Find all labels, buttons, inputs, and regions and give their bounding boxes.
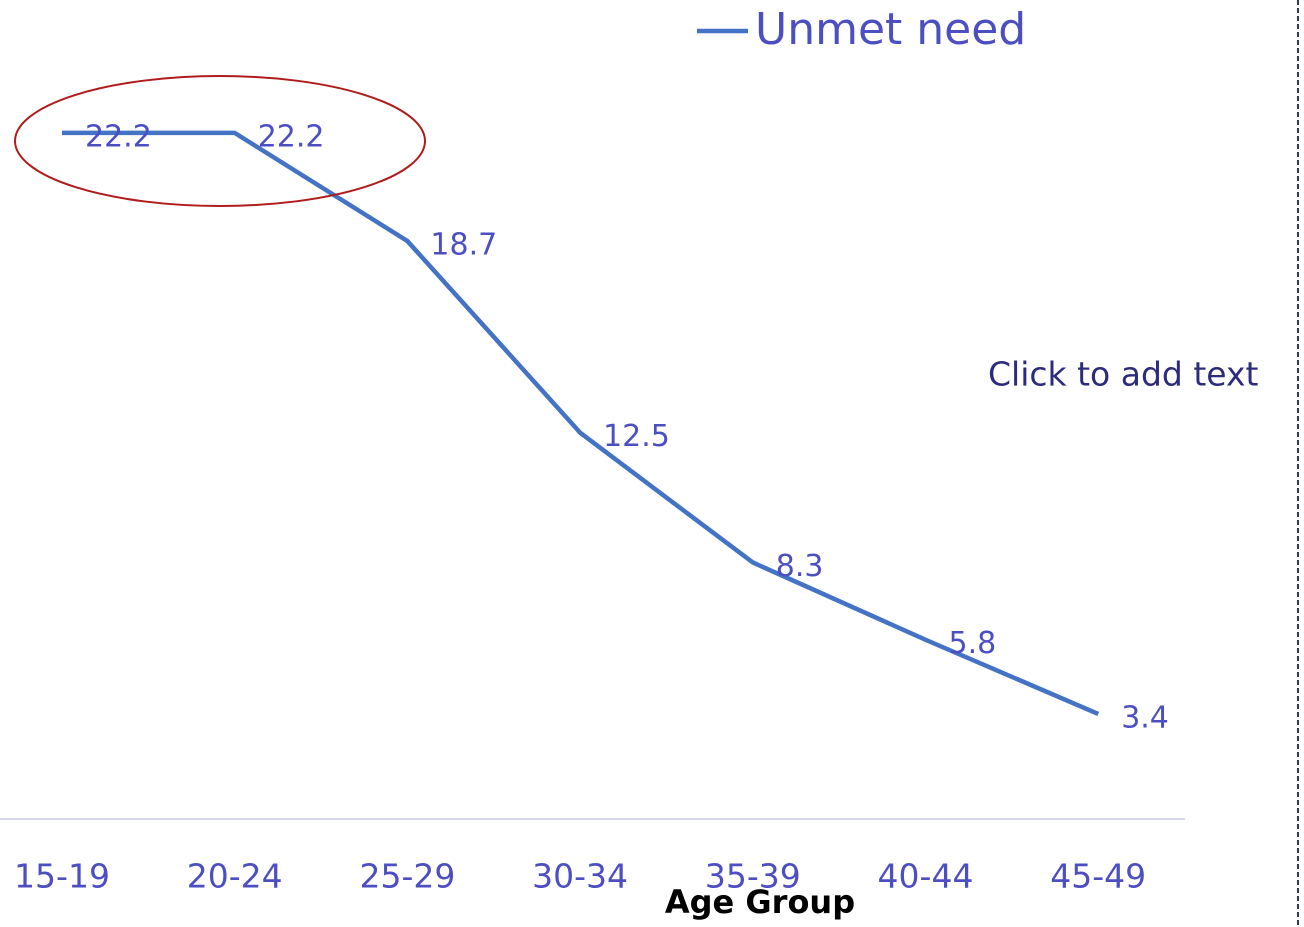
data-label: 22.2	[85, 119, 152, 154]
data-label: 18.7	[430, 228, 497, 263]
data-label: 22.2	[258, 119, 325, 154]
x-tick-label: 25-29	[359, 857, 455, 896]
data-label: 5.8	[949, 626, 997, 661]
x-tick-label: 30-34	[532, 857, 628, 896]
data-label: 12.5	[603, 419, 670, 454]
data-label: 3.4	[1121, 700, 1169, 735]
highlight-ellipse	[14, 75, 426, 207]
x-tick-label: 40-44	[878, 857, 974, 896]
placeholder-text[interactable]: Click to add text	[988, 355, 1259, 394]
x-tick-label: 45-49	[1050, 857, 1146, 896]
x-tick-label: 20-24	[187, 857, 283, 896]
x-tick-label: 15-19	[14, 857, 110, 896]
x-tick-label: 35-39	[705, 857, 801, 896]
data-label: 8.3	[776, 549, 824, 584]
x-axis-label: Age Group	[665, 883, 855, 921]
legend-label: Unmet need	[755, 4, 1026, 55]
series-line	[62, 130, 1100, 716]
